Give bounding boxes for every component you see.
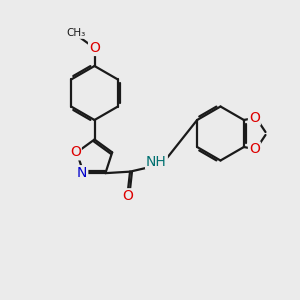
Text: NH: NH	[146, 155, 167, 169]
Text: N: N	[77, 166, 87, 180]
Text: O: O	[89, 41, 100, 55]
Text: O: O	[122, 189, 133, 203]
Text: O: O	[249, 111, 260, 124]
Text: O: O	[70, 146, 81, 159]
Text: CH₃: CH₃	[66, 28, 85, 38]
Text: O: O	[249, 142, 260, 156]
